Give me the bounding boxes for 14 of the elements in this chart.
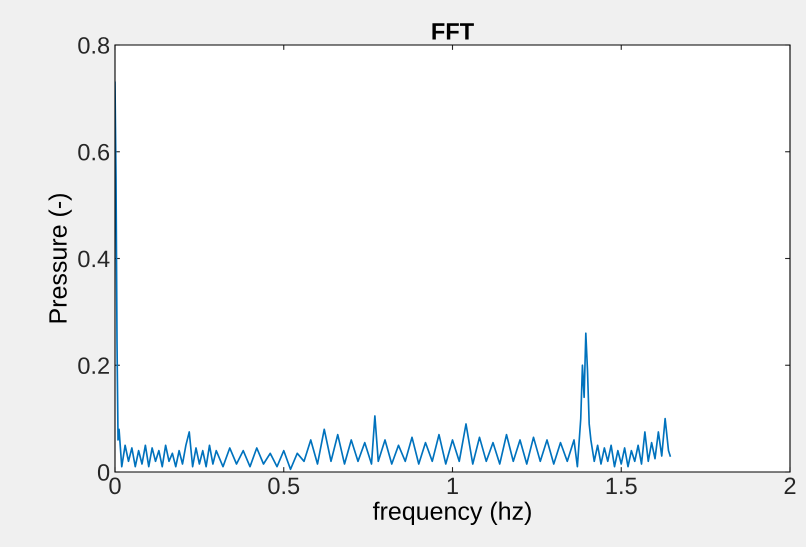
- y-tick-label: 0.8: [78, 37, 110, 54]
- x-tick-label: 0.5: [268, 477, 300, 494]
- x-axis-title: frequency (hz): [372, 502, 531, 525]
- y-tick-label: 0.6: [78, 144, 110, 161]
- x-tick-label: 0: [109, 477, 121, 494]
- y-tick-label: 0.4: [78, 250, 110, 268]
- chart-title: FFT: [432, 23, 474, 40]
- line-series: [115, 82, 672, 470]
- x-tick-label: 2: [784, 477, 796, 494]
- y-tick-label: 0.2: [78, 357, 109, 374]
- y-tick-label: 0: [98, 464, 110, 481]
- x-tick-label: 1: [448, 478, 458, 494]
- y-axis-title: Pressure (-): [48, 194, 72, 322]
- x-tick-label: 1.5: [606, 478, 637, 494]
